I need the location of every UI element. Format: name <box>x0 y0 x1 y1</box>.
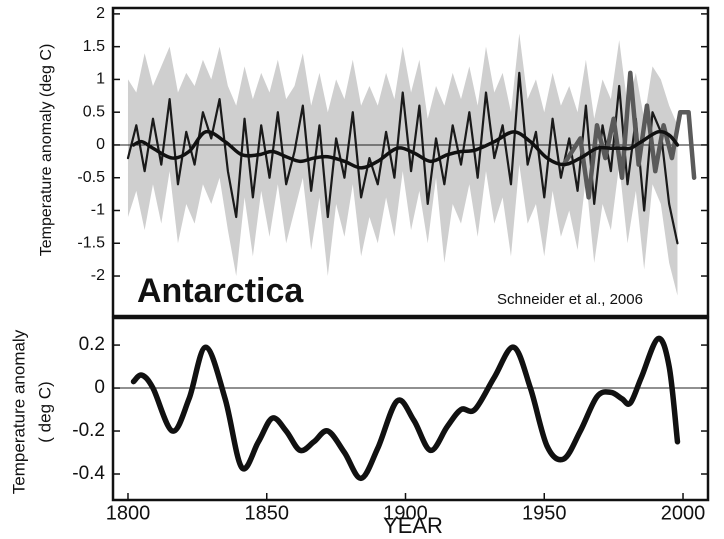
y-tick-label: -0.4 <box>72 463 105 484</box>
x-tick-label: 1900 <box>383 502 428 524</box>
y-axis-label: Temperature anomaly <box>9 329 28 494</box>
smoothed-line <box>131 129 680 170</box>
y-axis-label: Temperature anomaly (deg C) <box>38 44 55 257</box>
y-tick-label: -0.5 <box>77 169 105 186</box>
region-label: Antarctica <box>137 272 304 310</box>
x-tick-label: 1850 <box>244 502 289 524</box>
y-axis-label: ( deg C) <box>35 381 54 442</box>
y-tick-label: 0 <box>94 377 105 398</box>
x-tick-label: 2000 <box>661 502 706 524</box>
smoothed-line <box>130 335 681 482</box>
uncertainty-band <box>127 33 678 296</box>
y-tick-label: 2 <box>96 5 105 22</box>
y-tick-label: 0.5 <box>83 103 105 120</box>
plot-frame <box>111 6 710 318</box>
y-tick-label: -0.2 <box>72 420 105 441</box>
y-tick-label: 0 <box>96 136 105 153</box>
y-tick-label: -1 <box>91 202 105 219</box>
y-tick-label: -2 <box>91 267 105 284</box>
x-axis-label: YEAR <box>383 513 443 538</box>
x-tick-label: 1950 <box>522 502 567 524</box>
y-tick-label: 1 <box>96 71 105 88</box>
series-line <box>126 71 679 245</box>
y-tick-label: -1.5 <box>77 234 105 251</box>
citation: Schneider et al., 2006 <box>497 291 643 308</box>
plot-frame <box>111 316 710 502</box>
x-tick-label: 1800 <box>106 502 151 524</box>
y-tick-label: 0.2 <box>79 334 105 355</box>
y-tick-label: 1.5 <box>83 38 105 55</box>
